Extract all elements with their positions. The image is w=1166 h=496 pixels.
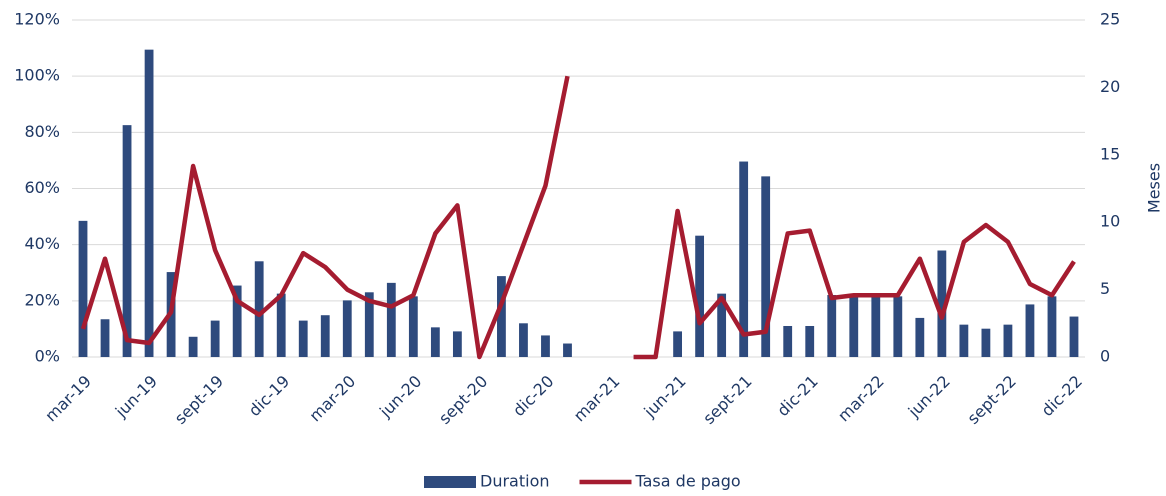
y2-tick-label: 25 [1100,10,1120,29]
bar [78,220,88,357]
bar [254,261,264,357]
y-tick-label: 20% [24,290,60,309]
bar [1047,296,1057,357]
bar [1003,324,1013,357]
y2-tick-label: 15 [1100,144,1120,163]
bar [386,282,396,357]
x-tick-label: dic-20 [509,372,557,420]
x-tick-label: dic-21 [773,372,821,420]
bar [497,276,506,357]
bar [673,331,683,357]
bar [915,317,925,357]
x-tick-label: jun-21 [640,372,690,422]
x-tick-label: jun-22 [904,372,954,422]
bar [276,293,286,357]
bar [981,328,991,357]
y2-tick-label: 5 [1100,279,1110,298]
x-tick-label: mar-21 [570,372,624,426]
bar [144,49,154,357]
y2-tick-label: 20 [1100,77,1120,96]
legend-swatch [424,476,476,488]
bar [695,235,705,357]
bar [871,293,881,357]
bar [1025,304,1035,357]
legend-label: Duration [480,472,550,491]
bar [1069,316,1079,357]
bar [408,296,418,357]
bar [849,294,859,357]
x-tick-label: sept-21 [699,372,755,428]
bar [783,325,793,357]
x-tick-label: dic-19 [245,372,293,420]
x-tick-label: mar-20 [305,372,359,426]
bar [805,325,815,357]
bar [563,343,572,357]
bar [364,292,374,357]
bar [188,336,198,357]
x-tick-label: jun-20 [375,372,425,422]
bar [232,285,242,357]
legend-label: Tasa de pago [635,472,741,491]
bar [717,293,727,357]
x-tick-label: jun-19 [111,372,161,422]
bar [937,250,947,357]
bar [959,324,969,357]
bar [761,176,771,357]
bar [541,335,550,357]
x-tick-label: sept-20 [435,372,491,428]
bar [452,331,462,357]
x-tick-label: dic-22 [1038,372,1086,420]
y2-tick-label: 10 [1100,212,1120,231]
y2-tick-label: 0 [1100,347,1110,366]
line [80,75,1076,360]
bar [100,319,110,357]
y-tick-label: 120% [14,10,60,29]
bar [827,294,837,357]
x-tick-label: mar-19 [41,372,95,426]
y-tick-label: 60% [24,178,60,197]
bar [430,327,440,357]
bar [739,161,749,357]
bar [210,320,220,357]
x-tick-label: sept-19 [171,372,227,428]
y-tick-label: 100% [14,66,60,85]
bar [320,315,330,357]
x-tick-label: mar-22 [834,372,888,426]
bar [122,125,132,357]
bar [893,296,903,357]
y-tick-label: 40% [24,234,60,253]
bar [519,323,528,357]
bar [298,320,308,357]
bar [342,300,352,357]
y2-axis-label: Meses [1145,163,1164,213]
x-tick-label: sept-22 [964,372,1020,428]
y-tick-label: 80% [24,122,60,141]
y-tick-label: 0% [35,347,60,366]
